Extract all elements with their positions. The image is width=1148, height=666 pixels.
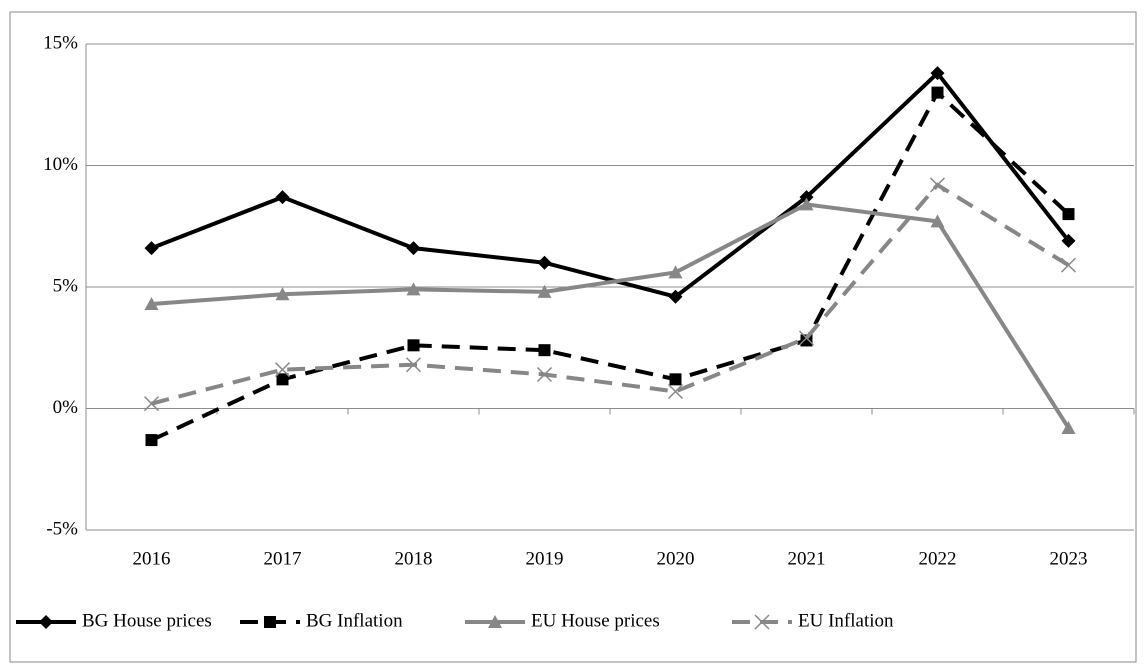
marker	[930, 66, 945, 81]
legend-label: EU House prices	[531, 610, 660, 631]
marker	[667, 383, 684, 400]
y-tick-label: 5%	[53, 275, 79, 296]
marker	[406, 241, 421, 256]
marker	[264, 616, 276, 628]
legend-label: EU Inflation	[798, 610, 894, 631]
marker	[1060, 257, 1077, 273]
marker	[407, 339, 420, 352]
marker	[931, 86, 944, 99]
marker	[1062, 208, 1075, 221]
y-tick-label: -5%	[46, 518, 78, 539]
y-tick-label: 0%	[53, 397, 79, 418]
x-tick-label: 2016	[133, 548, 171, 569]
y-tick-label: 15%	[43, 32, 78, 53]
series-line	[151, 202, 1071, 430]
series-line	[150, 89, 1070, 442]
series-line	[150, 182, 1070, 406]
marker	[668, 289, 683, 304]
marker	[275, 287, 290, 301]
x-tick-label: 2017	[264, 548, 302, 569]
marker	[754, 614, 770, 630]
marker	[929, 177, 946, 193]
marker	[143, 396, 160, 412]
marker	[1061, 420, 1076, 434]
marker	[144, 241, 159, 256]
marker	[536, 366, 553, 383]
marker	[798, 330, 815, 346]
chart-frame	[9, 11, 1137, 663]
marker	[276, 373, 289, 386]
x-tick-label: 2020	[657, 548, 695, 569]
x-tick-label: 2022	[919, 548, 957, 569]
x-tick-label: 2019	[526, 548, 564, 569]
marker	[144, 297, 159, 311]
legend-label: BG House prices	[82, 610, 212, 631]
x-tick-label: 2018	[395, 548, 433, 569]
y-tick-label: 10%	[43, 154, 78, 175]
legend-label: BG Inflation	[306, 610, 403, 631]
marker	[669, 373, 682, 386]
marker	[488, 615, 502, 628]
x-tick-label: 2021	[788, 548, 826, 569]
marker	[930, 214, 945, 228]
marker	[668, 265, 683, 279]
marker	[275, 190, 290, 205]
marker	[39, 615, 53, 629]
marker	[799, 190, 814, 205]
x-tick-label: 2023	[1050, 548, 1088, 569]
marker	[537, 284, 552, 298]
series-line	[150, 70, 1071, 299]
marker	[537, 255, 552, 270]
marker	[538, 344, 551, 357]
marker	[405, 357, 422, 373]
marker	[145, 434, 158, 447]
marker	[799, 197, 814, 211]
marker	[406, 282, 421, 296]
marker	[1061, 233, 1076, 248]
marker	[274, 362, 291, 378]
